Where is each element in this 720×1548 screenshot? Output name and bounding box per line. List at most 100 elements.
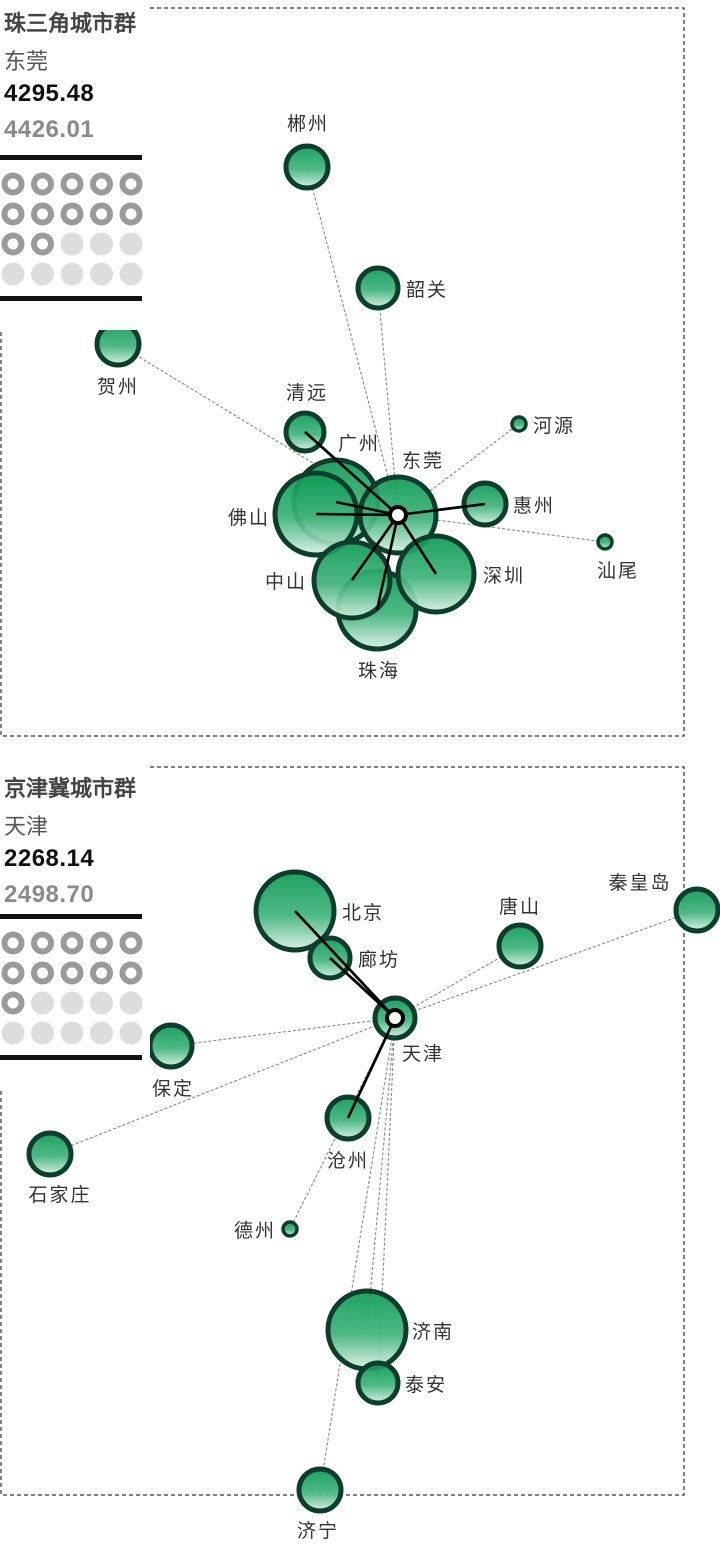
dot-filled xyxy=(1,202,25,226)
city-label: 汕尾 xyxy=(597,560,639,582)
city-bubble[interactable] xyxy=(596,533,614,551)
city-bubble[interactable] xyxy=(510,415,528,433)
dot-filled xyxy=(119,172,143,196)
city-bubble[interactable] xyxy=(355,265,401,311)
bottom-rule xyxy=(0,296,142,301)
frame-border xyxy=(0,7,685,737)
dot-filled xyxy=(1,232,25,256)
dot-filled xyxy=(60,931,84,955)
link-line xyxy=(377,1017,396,1384)
city-label: 珠海 xyxy=(358,660,400,682)
city-label: 唐山 xyxy=(499,896,541,918)
dot-empty xyxy=(60,991,84,1015)
city-label: 保定 xyxy=(152,1078,194,1100)
dot-filled xyxy=(60,172,84,196)
city-bubble[interactable] xyxy=(283,143,331,191)
city-label: 济南 xyxy=(412,1321,454,1343)
dot-filled xyxy=(90,931,113,955)
cluster-title: 珠三角城市群 xyxy=(4,12,137,37)
dot-filled xyxy=(31,961,54,985)
selected-city: 天津 xyxy=(4,815,49,840)
link-line xyxy=(394,945,521,1019)
city-bubble[interactable] xyxy=(296,1466,344,1514)
dot-empty xyxy=(60,1021,84,1045)
strong-link-line xyxy=(304,431,399,516)
dot-filled xyxy=(1,931,25,955)
city-label: 天津 xyxy=(402,1043,444,1065)
city-label: 北京 xyxy=(342,902,384,924)
dot-empty xyxy=(31,1021,54,1045)
dot-filled xyxy=(31,202,54,226)
city-bubble[interactable] xyxy=(496,922,544,970)
city-label: 佛山 xyxy=(228,507,270,529)
info-box-jjj: 京津冀城市群 天津 2268.14 2498.70 xyxy=(0,765,150,1090)
secondary-value: 2498.70 xyxy=(4,881,95,908)
city-bubble[interactable] xyxy=(281,1220,299,1238)
dot-empty xyxy=(119,991,143,1015)
dot-filled xyxy=(119,202,143,226)
center-city-marker[interactable] xyxy=(385,1008,405,1028)
link-line xyxy=(170,1017,396,1047)
link-line xyxy=(394,909,698,1019)
dot-filled xyxy=(60,961,84,985)
city-label: 济宁 xyxy=(297,1520,339,1542)
city-bubble[interactable] xyxy=(26,1130,74,1178)
dot-filled xyxy=(60,202,84,226)
cluster-panel-jjj: 北京 唐山 秦皇岛 廊坊 天津 保定 沧州 石家庄 德州 济南 泰安 济宁 京津冀城市群 天津 226… xyxy=(0,765,720,1548)
center-city-marker[interactable] xyxy=(388,505,408,525)
city-label: 韶关 xyxy=(406,279,448,301)
strong-link-line xyxy=(294,910,396,1019)
dot-empty xyxy=(90,232,113,256)
top-rule xyxy=(0,914,142,919)
city-label: 郴州 xyxy=(287,113,329,135)
city-label: 清远 xyxy=(286,382,328,404)
dot-empty xyxy=(90,1021,113,1045)
link-line xyxy=(49,1017,396,1155)
strong-link-line xyxy=(329,957,396,1019)
dot-empty xyxy=(119,1021,143,1045)
city-bubble[interactable] xyxy=(147,1022,195,1070)
cluster-panel-prd: 郴州 韶关 贺州 清远 河源 广州 东莞 惠州 佛山 汕尾 深圳 中山 珠海 珠三角城市群 东莞 429… xyxy=(0,0,720,745)
city-label: 广州 xyxy=(338,433,380,455)
city-label: 石家庄 xyxy=(28,1184,91,1206)
city-label: 河源 xyxy=(533,415,575,437)
dot-empty xyxy=(90,262,113,286)
city-label: 深圳 xyxy=(483,565,525,587)
dot-empty xyxy=(90,991,113,1015)
dot-filled xyxy=(1,991,25,1015)
info-box-prd: 珠三角城市群 东莞 4295.48 4426.01 xyxy=(0,0,150,330)
city-label: 廊坊 xyxy=(358,949,400,971)
dot-filled xyxy=(90,961,113,985)
link-line xyxy=(366,1017,396,1331)
city-label: 秦皇岛 xyxy=(608,872,671,894)
city-label: 东莞 xyxy=(402,450,444,472)
dot-empty xyxy=(1,1021,25,1045)
city-label: 德州 xyxy=(234,1220,276,1242)
dot-filled xyxy=(119,961,143,985)
strong-link-line xyxy=(315,512,399,517)
frame-border xyxy=(0,766,685,1496)
city-bubble[interactable] xyxy=(673,886,720,934)
strong-link-line xyxy=(397,502,486,517)
cluster-title: 京津冀城市群 xyxy=(4,777,137,802)
city-bubble[interactable] xyxy=(325,1288,409,1372)
dot-filled xyxy=(31,172,54,196)
dot-empty xyxy=(60,262,84,286)
city-label: 泰安 xyxy=(405,1374,447,1396)
strong-link-line xyxy=(335,500,399,517)
dot-empty xyxy=(31,262,54,286)
dot-empty xyxy=(119,262,143,286)
city-bubble[interactable] xyxy=(355,1360,401,1406)
city-label: 沧州 xyxy=(327,1150,369,1172)
dot-filled xyxy=(1,172,25,196)
dot-filled xyxy=(31,232,54,256)
dot-filled xyxy=(90,172,113,196)
strong-link-line xyxy=(396,514,438,575)
dot-filled xyxy=(1,961,25,985)
dot-matrix xyxy=(1,931,143,1045)
dot-filled xyxy=(31,931,54,955)
dot-empty xyxy=(31,991,54,1015)
primary-value: 2268.14 xyxy=(4,845,95,872)
dot-empty xyxy=(1,262,25,286)
